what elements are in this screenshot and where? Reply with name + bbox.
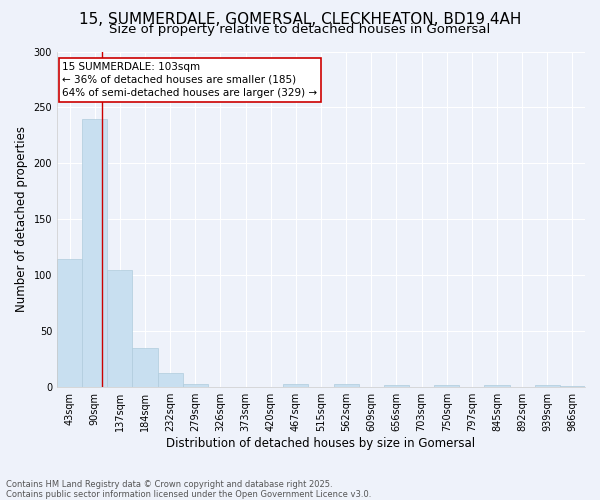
Bar xyxy=(107,270,133,387)
Bar xyxy=(484,385,509,387)
Text: Contains HM Land Registry data © Crown copyright and database right 2025.
Contai: Contains HM Land Registry data © Crown c… xyxy=(6,480,371,499)
Bar xyxy=(334,384,359,387)
Bar xyxy=(158,372,183,387)
Text: Size of property relative to detached houses in Gomersal: Size of property relative to detached ho… xyxy=(109,22,491,36)
Bar xyxy=(560,386,585,387)
Bar xyxy=(57,258,82,387)
Bar xyxy=(133,348,158,387)
X-axis label: Distribution of detached houses by size in Gomersal: Distribution of detached houses by size … xyxy=(166,437,476,450)
Y-axis label: Number of detached properties: Number of detached properties xyxy=(15,126,28,312)
Text: 15, SUMMERDALE, GOMERSAL, CLECKHEATON, BD19 4AH: 15, SUMMERDALE, GOMERSAL, CLECKHEATON, B… xyxy=(79,12,521,26)
Bar xyxy=(535,385,560,387)
Bar xyxy=(434,385,459,387)
Bar xyxy=(82,118,107,387)
Bar xyxy=(384,385,409,387)
Bar xyxy=(183,384,208,387)
Bar xyxy=(283,384,308,387)
Text: 15 SUMMERDALE: 103sqm
← 36% of detached houses are smaller (185)
64% of semi-det: 15 SUMMERDALE: 103sqm ← 36% of detached … xyxy=(62,62,317,98)
